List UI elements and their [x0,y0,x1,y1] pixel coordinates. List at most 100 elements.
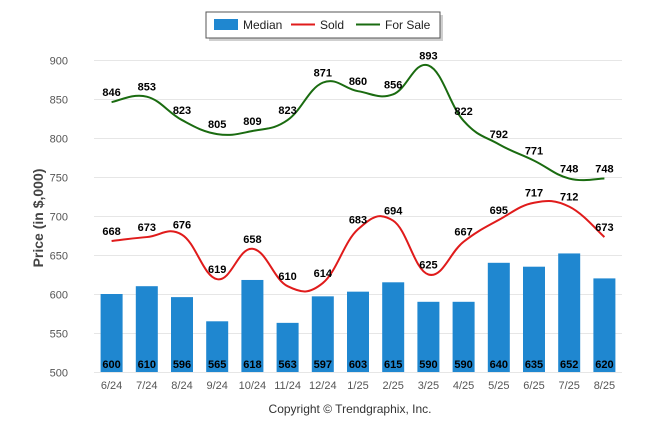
bar-median [241,279,264,372]
y-tick-label: 600 [50,290,68,302]
bar-value-label: 603 [349,359,367,371]
legend-label-sold: Sold [320,18,344,32]
bar-value-label: 590 [454,359,472,371]
x-tick-label: 7/25 [558,380,579,392]
point-label-sold: 683 [349,214,367,226]
y-tick-label: 750 [50,173,68,185]
legend-label-median: Median [243,18,282,32]
point-label-sold: 610 [278,271,296,283]
x-axis-ticks: 6/24 7/24 8/24 9/24 10/24 11/24 12/24 1/25 2/25 3… [101,380,615,392]
bar-median [206,321,229,372]
bar-value-label: 590 [419,359,437,371]
bar-median [523,266,545,372]
point-label-for-sale: 823 [173,105,191,117]
bar-median [417,301,440,372]
x-tick-label: 1/25 [347,380,368,392]
series-lines [111,63,606,293]
point-label-for-sale: 809 [243,116,261,128]
x-tick-label: 6/24 [101,380,122,392]
bar-value-label: 610 [138,359,156,371]
point-label-for-sale: 893 [419,50,437,62]
y-tick-label: 700 [50,212,68,224]
bar-median [382,282,405,372]
point-label-for-sale: 792 [490,129,508,141]
x-tick-label: 11/24 [274,380,301,392]
point-label-sold: 717 [525,188,543,200]
point-label-sold: 694 [384,206,403,218]
legend: Median Sold For Sale [205,11,443,41]
x-tick-label: 8/24 [171,380,192,392]
y-tick-label: 550 [50,329,68,341]
x-tick-label: 2/25 [382,380,403,392]
bar-median [135,286,158,372]
x-tick-label: 7/24 [136,380,157,392]
x-tick-label: 6/25 [523,380,544,392]
bar-value-label: 615 [384,359,402,371]
point-label-sold: 668 [102,226,120,238]
bar-value-label: 597 [314,359,332,371]
point-label-for-sale: 805 [208,119,226,131]
legend-swatch-median [214,19,238,30]
legend-label-for-sale: For Sale [385,18,431,32]
bar-value-label: 620 [595,359,613,371]
point-label-sold: 712 [560,192,578,204]
point-label-sold: 676 [173,220,191,232]
point-label-for-sale: 853 [138,82,156,94]
point-label-sold: 619 [208,264,226,276]
copyright-credit: Copyright © Trendgraphix, Inc. [269,402,432,416]
y-tick-label: 500 [50,368,68,380]
bar-value-label: 640 [490,359,508,371]
point-label-for-sale: 748 [560,164,578,176]
x-tick-label: 12/24 [309,380,337,392]
y-axis-ticks: 500 550 600 650 700 750 800 850 900 [50,56,68,380]
legend-item-median[interactable]: Median [214,18,282,32]
point-label-for-sale: 846 [102,87,120,99]
x-tick-label: 9/24 [206,380,227,392]
bar-value-label: 635 [525,359,543,371]
point-label-sold: 614 [314,268,333,280]
bar-value-label: 596 [173,359,191,371]
x-tick-label: 5/25 [488,380,509,392]
line-for-sale [111,63,605,182]
point-label-for-sale: 748 [595,164,613,176]
data-labels: 600 610 596 565 618 563 597 603 615 590 590 640 635 6… [102,50,613,371]
point-label-sold: 673 [138,222,156,234]
point-label-sold: 673 [595,222,613,234]
bar-median [452,301,475,372]
bar-median [276,322,299,372]
point-label-sold: 667 [454,227,472,239]
bar-value-label: 618 [243,359,261,371]
line-sold [111,199,606,293]
bar-median [347,291,369,372]
point-label-for-sale: 823 [278,105,296,117]
bar-median [100,294,123,372]
bar-value-label: 652 [560,359,578,371]
y-axis-label: Price (in $,000) [30,169,46,268]
bar-value-label: 600 [102,359,120,371]
legend-item-sold[interactable]: Sold [291,18,344,32]
median-bars [100,253,616,372]
point-label-for-sale: 871 [314,68,332,80]
bar-median [593,278,616,372]
bar-value-label: 563 [278,359,296,371]
x-tick-label: 10/24 [239,380,267,392]
bar-median [558,253,581,372]
x-tick-label: 4/25 [453,380,474,392]
point-label-for-sale: 860 [349,76,367,88]
point-label-for-sale: 822 [454,106,472,118]
point-label-sold: 658 [243,234,261,246]
bar-median [171,297,193,372]
y-tick-label: 850 [50,95,68,107]
point-label-for-sale: 771 [525,146,543,158]
point-label-sold: 625 [419,260,437,272]
y-tick-label: 800 [50,134,68,146]
x-tick-label: 8/25 [594,380,615,392]
legend-item-for-sale[interactable]: For Sale [356,18,431,32]
y-tick-label: 650 [50,251,68,263]
bar-median [487,262,510,372]
x-tick-label: 3/25 [418,380,439,392]
bar-median [311,296,334,372]
point-label-for-sale: 856 [384,79,402,91]
point-label-sold: 695 [490,205,508,217]
